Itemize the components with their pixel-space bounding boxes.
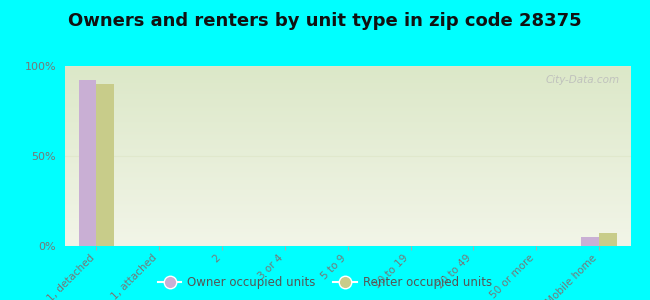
Text: Owners and renters by unit type in zip code 28375: Owners and renters by unit type in zip c… xyxy=(68,12,582,30)
Bar xyxy=(79,80,96,246)
Legend: Owner occupied units, Renter occupied units: Owner occupied units, Renter occupied un… xyxy=(153,272,497,294)
Bar xyxy=(582,237,599,246)
Text: City-Data.com: City-Data.com xyxy=(545,75,619,85)
Bar xyxy=(96,84,114,246)
Bar xyxy=(599,233,617,246)
